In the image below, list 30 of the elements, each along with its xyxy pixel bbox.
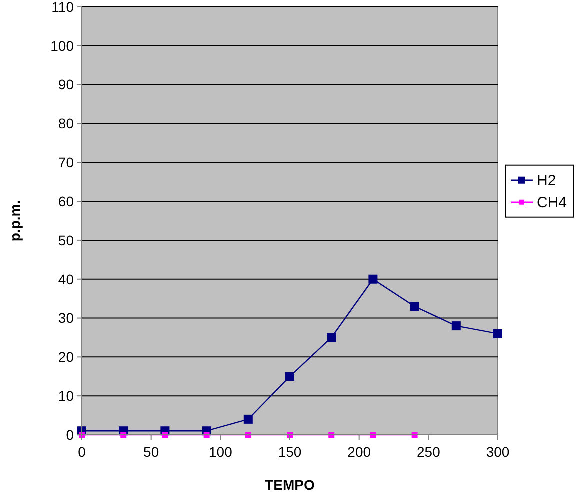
y-axis-title: p.p.m. bbox=[7, 200, 23, 242]
x-tick-label: 200 bbox=[348, 444, 372, 460]
x-tick-label: 300 bbox=[486, 444, 510, 460]
y-tick-label: 20 bbox=[58, 349, 74, 366]
point bbox=[494, 329, 502, 338]
legend-label: CH4 bbox=[537, 194, 568, 212]
legend-label: H2 bbox=[537, 172, 556, 190]
y-tick-label: 100 bbox=[50, 38, 74, 54]
point bbox=[410, 302, 420, 312]
x-tick-label: 250 bbox=[416, 444, 441, 460]
x-tick-label: 150 bbox=[278, 444, 302, 460]
y-tick-label: 60 bbox=[58, 193, 74, 210]
x-tick-label: 50 bbox=[144, 444, 160, 460]
point bbox=[452, 322, 461, 331]
y-tick-label: 50 bbox=[58, 232, 74, 248]
point bbox=[244, 414, 253, 424]
x-axis-title: TEMPO bbox=[265, 477, 315, 493]
y-tick-label: 90 bbox=[58, 76, 74, 93]
x-tick-label: 0 bbox=[78, 444, 86, 460]
y-tick-label: 40 bbox=[58, 271, 74, 288]
point bbox=[368, 274, 378, 284]
y-tick-label: 70 bbox=[58, 154, 74, 171]
point bbox=[327, 333, 336, 342]
y-tick-label: 0 bbox=[66, 426, 74, 443]
point bbox=[286, 372, 294, 382]
y-tick-label: 30 bbox=[58, 310, 74, 326]
y-tick-label: 10 bbox=[58, 388, 74, 404]
y-tick-label: 80 bbox=[58, 116, 74, 132]
y-tick-label: 110 bbox=[52, 0, 74, 15]
x-tick-label: 100 bbox=[208, 444, 233, 460]
